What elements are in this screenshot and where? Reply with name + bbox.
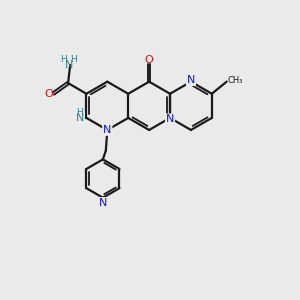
Text: O: O <box>44 89 53 99</box>
Text: H: H <box>70 55 77 64</box>
Text: N: N <box>64 60 73 70</box>
Text: CH₃: CH₃ <box>227 76 243 85</box>
Text: N: N <box>166 114 174 124</box>
Text: N: N <box>76 113 84 123</box>
Text: N: N <box>99 198 107 208</box>
Text: H: H <box>60 55 67 64</box>
Text: O: O <box>145 55 154 65</box>
Text: N: N <box>103 125 112 135</box>
Text: H: H <box>76 107 83 116</box>
Text: N: N <box>187 75 195 85</box>
